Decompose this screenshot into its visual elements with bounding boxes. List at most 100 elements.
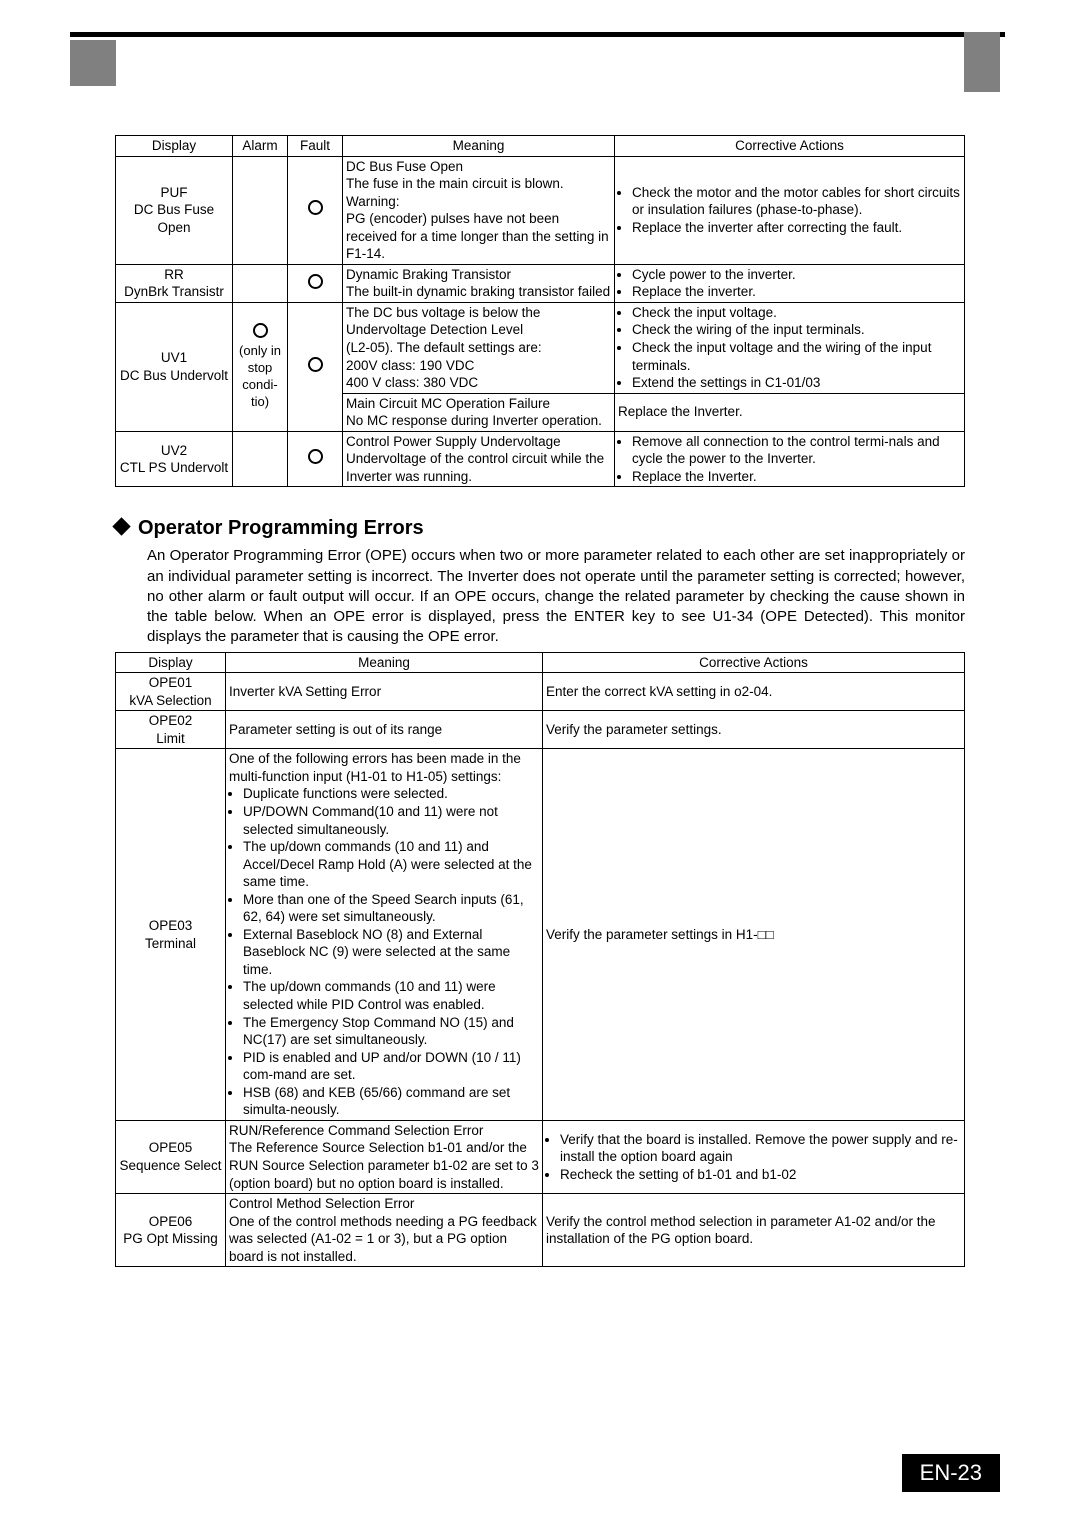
cell-display: OPE05 Sequence Select: [116, 1120, 226, 1193]
cell-meaning: DC Bus Fuse Open The fuse in the main ci…: [343, 156, 615, 264]
display-code: OPE06: [119, 1213, 222, 1231]
heading-text: Operator Programming Errors: [138, 517, 424, 539]
actions-list: Check the motor and the motor cables for…: [618, 184, 961, 237]
display-code: RR: [119, 266, 229, 284]
content: Display Alarm Fault Meaning Corrective A…: [115, 135, 965, 1267]
list-item: The up/down commands (10 and 11) were se…: [243, 978, 539, 1013]
list-item: PID is enabled and UP and/or DOWN (10 / …: [243, 1049, 539, 1084]
list-item: HSB (68) and KEB (65/66) command are set…: [243, 1084, 539, 1119]
list-item: Extend the settings in C1-01/03: [632, 374, 961, 392]
table-row: OPE05 Sequence Select RUN/Reference Comm…: [116, 1120, 965, 1193]
circle-icon: [308, 449, 323, 464]
top-gray-tab: [964, 32, 1000, 92]
cell-meaning: Inverter kVA Setting Error: [226, 673, 543, 711]
display-code: OPE02: [119, 712, 222, 730]
display-label: CTL PS Undervolt: [119, 459, 229, 477]
page-number: EN-23: [902, 1454, 1000, 1492]
list-item: Replace the inverter.: [632, 283, 961, 301]
cell-actions: Verify the parameter settings.: [543, 711, 965, 749]
cell-meaning: Main Circuit MC Operation Failure No MC …: [343, 393, 615, 431]
display-label: kVA Selection: [119, 692, 222, 710]
display-code: PUF: [119, 184, 229, 202]
actions-list: Check the input voltage. Check the wirin…: [618, 304, 961, 392]
cell-actions: Check the input voltage. Check the wirin…: [615, 302, 965, 393]
cell-alarm: [233, 431, 288, 487]
actions-list: Cycle power to the inverter. Replace the…: [618, 266, 961, 301]
cell-display: OPE02 Limit: [116, 711, 226, 749]
cell-display: UV1 DC Bus Undervolt: [116, 302, 233, 431]
list-item: Check the input voltage.: [632, 304, 961, 322]
table-header-row: Display Alarm Fault Meaning Corrective A…: [116, 136, 965, 157]
cell-meaning: RUN/Reference Command Selection Error Th…: [226, 1120, 543, 1193]
table-row: UV2 CTL PS Undervolt Control Power Suppl…: [116, 431, 965, 487]
cell-actions: Remove all connection to the control ter…: [615, 431, 965, 487]
cell-fault: [288, 156, 343, 264]
cell-actions: Verify the parameter settings in H1-□□: [543, 749, 965, 1120]
section-paragraph: An Operator Programming Error (OPE) occu…: [147, 546, 965, 647]
cell-alarm: (only in stop condi-tio): [233, 302, 288, 431]
th-display: Display: [116, 136, 233, 157]
page: Display Alarm Fault Meaning Corrective A…: [0, 0, 1080, 1527]
display-label: Terminal: [119, 935, 222, 953]
list-item: Verify that the board is installed. Remo…: [560, 1131, 961, 1166]
cell-display: PUF DC Bus Fuse Open: [116, 156, 233, 264]
list-item: Recheck the setting of b1-01 and b1-02: [560, 1166, 961, 1184]
th-meaning: Meaning: [226, 652, 543, 673]
display-label: DynBrk Transistr: [119, 283, 229, 301]
cell-actions: Enter the correct kVA setting in o2-04.: [543, 673, 965, 711]
list-item: External Baseblock NO (8) and External B…: [243, 926, 539, 979]
table-row: OPE06 PG Opt Missing Control Method Sele…: [116, 1194, 965, 1267]
fault-table-1: Display Alarm Fault Meaning Corrective A…: [115, 135, 965, 487]
cell-actions: Replace the Inverter.: [615, 393, 965, 431]
actions-list: Remove all connection to the control ter…: [618, 433, 961, 486]
list-item: Duplicate functions were selected.: [243, 785, 539, 803]
actions-list: Verify that the board is installed. Remo…: [546, 1131, 961, 1184]
display-label: Sequence Select: [119, 1157, 222, 1175]
table-row: RR DynBrk Transistr Dynamic Braking Tran…: [116, 264, 965, 302]
list-item: Replace the inverter after correcting th…: [632, 219, 961, 237]
cell-actions: Verify the control method selection in p…: [543, 1194, 965, 1267]
top-black-bar: [70, 32, 1005, 37]
cell-meaning: Control Method Selection Error One of th…: [226, 1194, 543, 1267]
display-code: UV2: [119, 442, 229, 460]
meaning-list: Duplicate functions were selected. UP/DO…: [229, 785, 539, 1118]
cell-alarm: [233, 264, 288, 302]
cell-display: OPE06 PG Opt Missing: [116, 1194, 226, 1267]
circle-icon: [308, 200, 323, 215]
list-item: Check the input voltage and the wiring o…: [632, 339, 961, 374]
circle-icon: [308, 274, 323, 289]
meaning-intro: One of the following errors has been mad…: [229, 750, 539, 785]
top-gray-square: [70, 40, 116, 86]
cell-meaning: Dynamic Braking Transistor The built-in …: [343, 264, 615, 302]
cell-display: RR DynBrk Transistr: [116, 264, 233, 302]
list-item: The Emergency Stop Command NO (15) and N…: [243, 1014, 539, 1049]
list-item: Cycle power to the inverter.: [632, 266, 961, 284]
th-actions: Corrective Actions: [615, 136, 965, 157]
cell-actions: Cycle power to the inverter. Replace the…: [615, 264, 965, 302]
ope-table: Display Meaning Corrective Actions OPE01…: [115, 652, 965, 1268]
display-code: OPE05: [119, 1139, 222, 1157]
display-code: OPE01: [119, 674, 222, 692]
cell-actions: Check the motor and the motor cables for…: [615, 156, 965, 264]
display-label: DC Bus Fuse Open: [119, 201, 229, 236]
list-item: Check the wiring of the input terminals.: [632, 321, 961, 339]
display-label: PG Opt Missing: [119, 1230, 222, 1248]
cell-meaning: Parameter setting is out of its range: [226, 711, 543, 749]
th-meaning: Meaning: [343, 136, 615, 157]
cell-fault: [288, 264, 343, 302]
circle-icon: [308, 357, 323, 372]
cell-meaning: One of the following errors has been mad…: [226, 749, 543, 1120]
list-item: More than one of the Speed Search inputs…: [243, 891, 539, 926]
table-row: OPE01 kVA Selection Inverter kVA Setting…: [116, 673, 965, 711]
cell-meaning: Control Power Supply Undervoltage Underv…: [343, 431, 615, 487]
list-item: The up/down commands (10 and 11) and Acc…: [243, 838, 539, 891]
th-display: Display: [116, 652, 226, 673]
list-item: Check the motor and the motor cables for…: [632, 184, 961, 219]
table-row: OPE03 Terminal One of the following erro…: [116, 749, 965, 1120]
section-heading: Operator Programming Errors: [115, 517, 965, 540]
cell-alarm: [233, 156, 288, 264]
th-fault: Fault: [288, 136, 343, 157]
display-label: Limit: [119, 730, 222, 748]
diamond-icon: [112, 518, 130, 536]
table-header-row: Display Meaning Corrective Actions: [116, 652, 965, 673]
